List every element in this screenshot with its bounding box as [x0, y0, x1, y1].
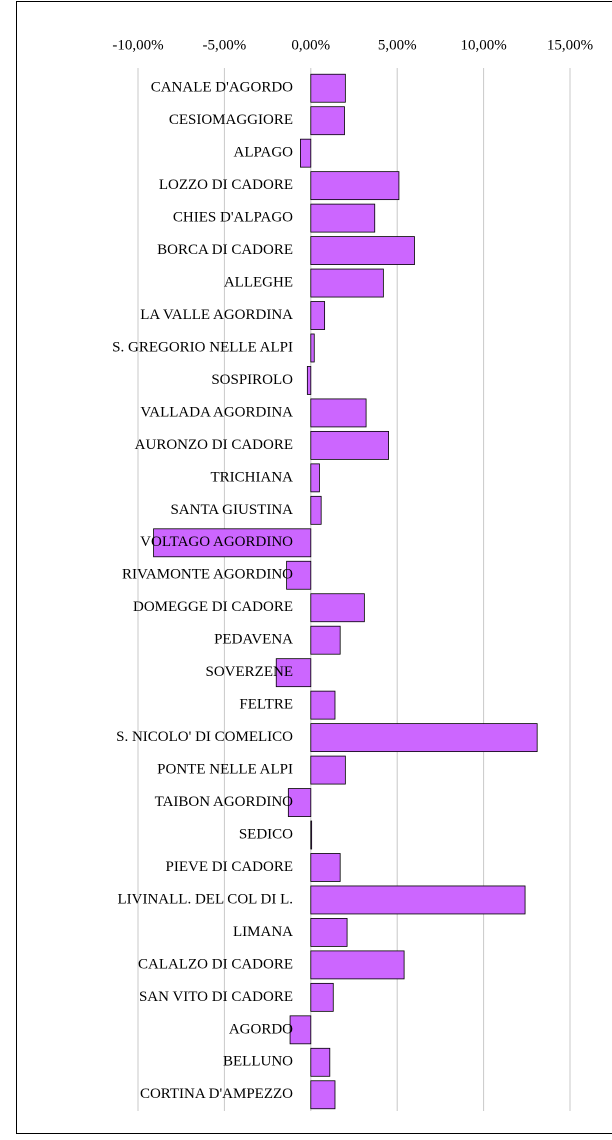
category-label: VALLADA AGORDINA [140, 404, 293, 420]
bar [311, 724, 537, 752]
category-label: VOLTAGO AGORDINO [140, 534, 293, 550]
bar [311, 399, 366, 427]
bar [311, 626, 340, 654]
x-tick-label: -5,00% [203, 37, 247, 53]
category-label: SOVERZENE [206, 664, 294, 680]
bar [290, 1016, 311, 1044]
category-label: CHIES D'ALPAGO [173, 210, 293, 226]
category-label: ALLEGHE [224, 274, 293, 290]
category-label: SAN VITO DI CADORE [139, 989, 293, 1005]
bar [311, 107, 345, 135]
category-label: SANTA GIUSTINA [170, 502, 293, 518]
category-label: CESIOMAGGIORE [169, 112, 293, 128]
category-label: BORCA DI CADORE [157, 242, 293, 258]
category-label: AGORDO [229, 1021, 293, 1037]
bar [311, 74, 346, 102]
category-label: TRICHIANA [211, 469, 294, 485]
bar [311, 951, 404, 979]
category-label: AURONZO DI CADORE [135, 437, 293, 453]
bar [311, 302, 325, 330]
category-label: TAIBON AGORDINO [155, 794, 294, 810]
category-label: ALPAGO [234, 145, 294, 161]
category-label: S. NICOLO' DI COMELICO [116, 729, 293, 745]
bar [311, 431, 389, 459]
bar [311, 853, 340, 881]
category-label: PIEVE DI CADORE [166, 859, 294, 875]
bar [311, 691, 335, 719]
bar [311, 496, 321, 524]
category-label: SEDICO [239, 826, 293, 842]
bar [311, 1048, 330, 1076]
bar [311, 334, 314, 362]
bar [311, 1081, 335, 1109]
category-label: SOSPIROLO [211, 372, 293, 388]
bar [311, 172, 399, 200]
bar [311, 983, 333, 1011]
x-tick-label: -10,00% [112, 37, 163, 53]
category-label: CORTINA D'AMPEZZO [140, 1086, 293, 1102]
bar [311, 464, 320, 492]
bar [311, 886, 525, 914]
category-label: LOZZO DI CADORE [159, 177, 293, 193]
bar [311, 269, 384, 297]
category-label: LA VALLE AGORDINA [140, 307, 293, 323]
bar [311, 918, 347, 946]
bar [300, 139, 310, 167]
x-tick-label: 15,00% [547, 37, 593, 53]
category-label: LIVINALL. DEL COL DI L. [117, 891, 293, 907]
category-label: CALALZO DI CADORE [138, 956, 293, 972]
bar [307, 366, 310, 394]
bar [311, 756, 346, 784]
category-label: PEDAVENA [214, 632, 293, 648]
bar [311, 204, 375, 232]
bar [311, 594, 365, 622]
x-tick-label: 0,00% [291, 37, 330, 53]
bar [311, 821, 312, 849]
category-label: RIVAMONTE AGORDINO [122, 567, 293, 583]
category-label: BELLUNO [223, 1054, 293, 1070]
category-label: FELTRE [239, 697, 293, 713]
bar [311, 237, 415, 265]
x-tick-label: 10,00% [460, 37, 506, 53]
category-label: LIMANA [233, 924, 293, 940]
category-label: PONTE NELLE ALPI [157, 762, 293, 778]
category-label: CANALE D'AGORDO [151, 80, 293, 96]
category-label: DOMEGGE DI CADORE [133, 599, 293, 615]
x-tick-label: 5,00% [378, 37, 417, 53]
category-label: S. GREGORIO NELLE ALPI [112, 339, 293, 355]
